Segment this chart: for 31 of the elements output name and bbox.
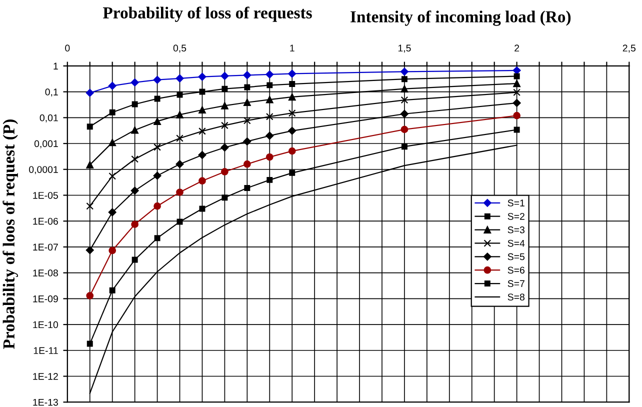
y-axis-title: Probability of loos of request (P) <box>2 120 18 349</box>
legend-label: S=4 <box>508 240 525 247</box>
legend-label: S=7 <box>508 280 524 288</box>
x-tick-label: 2,5 <box>622 44 636 53</box>
y-tick-label: 1E-06 <box>33 218 58 225</box>
y-tick-label: 0,001 <box>34 140 58 148</box>
legend-label: S=5 <box>508 253 525 260</box>
y-tick-label: 1E-09 <box>33 295 58 302</box>
legend-label: S=1 <box>508 200 524 206</box>
x-tick-label: 1,5 <box>398 44 411 53</box>
y-tick-label: 1E-11 <box>34 347 58 354</box>
y-tick-label: 0,01 <box>40 114 58 122</box>
y-tick-label: 1E-07 <box>33 244 58 251</box>
legend-label: S=2 <box>508 212 524 220</box>
x-tick-label: 0,5 <box>173 44 186 53</box>
y-tick-label: 1E-12 <box>33 372 58 380</box>
y-tick-label: 0,0001 <box>29 166 58 174</box>
x-axis-title: Intensity of incoming load (Ro) <box>350 10 571 26</box>
x-tick-label: 1 <box>290 44 294 52</box>
x-tick-label: 2 <box>514 44 520 52</box>
y-tick-label: 1E-10 <box>33 321 58 328</box>
legend-label: S=6 <box>508 266 524 274</box>
y-tick-label: 1 <box>54 62 58 70</box>
x-tick-label: 0 <box>65 44 70 52</box>
y-tick-label: 1E-08 <box>33 270 58 276</box>
legend-label: S=8 <box>508 294 524 300</box>
chart-title: Probability of loss of requests <box>103 6 312 22</box>
legend-label: S=3 <box>508 226 524 234</box>
y-tick-label: 0,1 <box>45 88 58 97</box>
y-tick-label: 1E-13 <box>33 398 58 406</box>
y-tick-label: 1E-05 <box>33 192 58 199</box>
